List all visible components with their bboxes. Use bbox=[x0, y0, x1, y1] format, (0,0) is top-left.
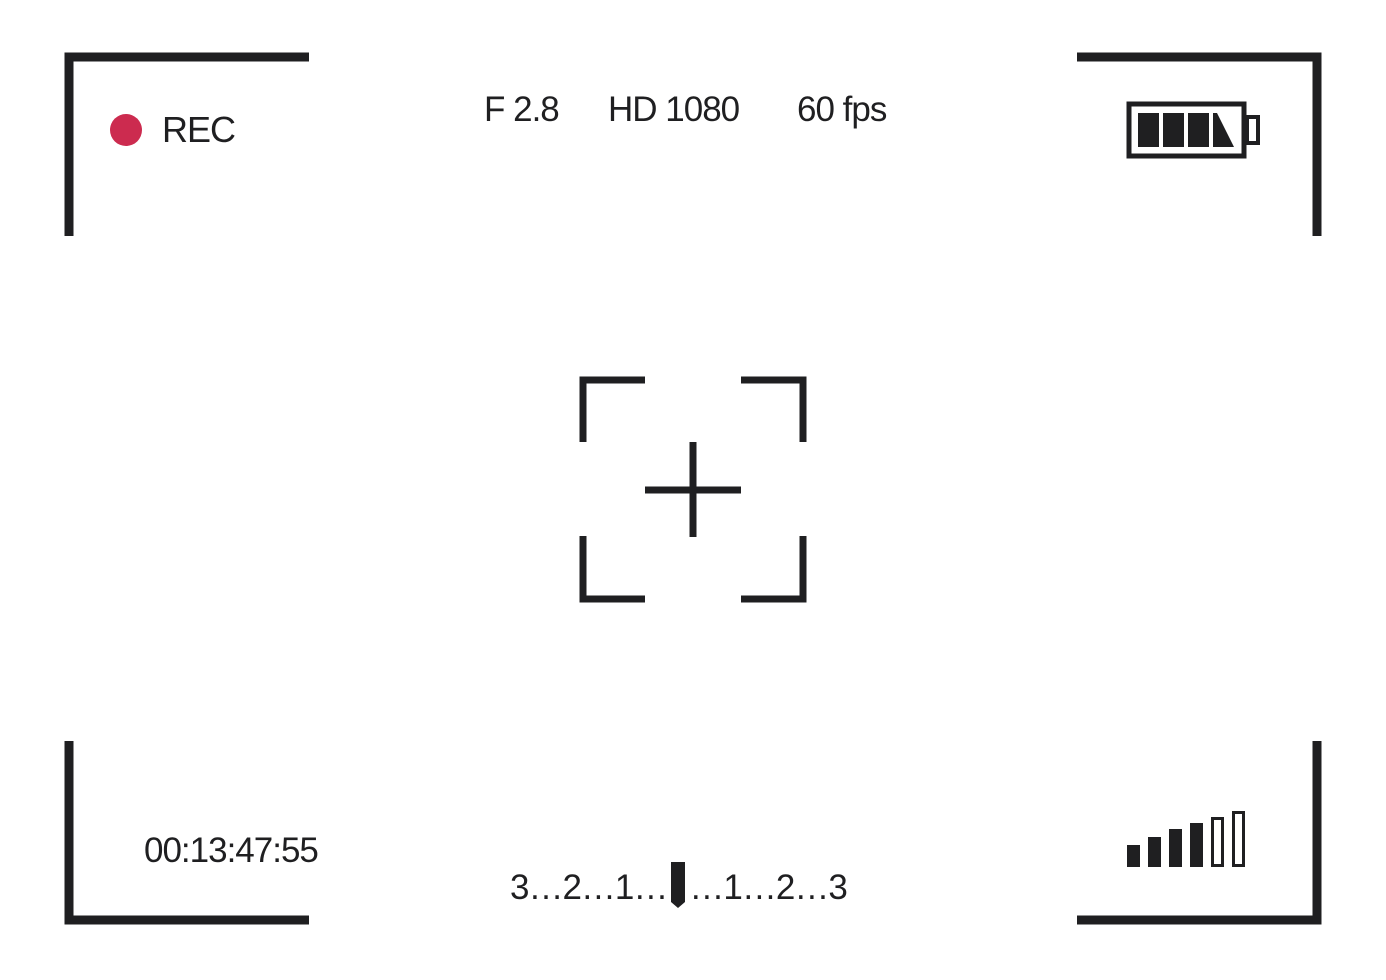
record-dot-icon bbox=[110, 114, 142, 146]
battery-segment bbox=[1188, 113, 1209, 147]
battery-segment bbox=[1138, 113, 1159, 147]
exposure-marker-icon bbox=[671, 862, 686, 908]
signal-bar bbox=[1190, 823, 1203, 867]
signal-bar bbox=[1169, 829, 1182, 867]
aperture-value: F 2.8 bbox=[484, 90, 560, 129]
resolution-value: HD 1080 bbox=[608, 90, 740, 129]
timecode: 00:13:47:55 bbox=[144, 831, 319, 870]
battery-icon bbox=[1126, 101, 1260, 159]
signal-strength-icon bbox=[1127, 811, 1245, 867]
frame-corner-top-right bbox=[1077, 52, 1322, 236]
signal-bar bbox=[1127, 845, 1140, 867]
frame-corner-bottom-right bbox=[1077, 741, 1322, 925]
frame-corner-top-left bbox=[64, 52, 309, 236]
exposure-scale: 3…2…1… …1…2…3 bbox=[510, 858, 848, 908]
frame-rate-value: 60 fps bbox=[797, 90, 887, 129]
signal-bar bbox=[1148, 837, 1161, 867]
battery-segment bbox=[1213, 113, 1234, 147]
frame-corner-bottom-left bbox=[64, 741, 309, 925]
exposure-scale-left: 3…2…1… bbox=[510, 868, 668, 907]
exposure-scale-right: …1…2…3 bbox=[689, 868, 847, 907]
signal-bar bbox=[1232, 811, 1245, 867]
rec-label: REC bbox=[162, 109, 236, 150]
focus-crosshair-icon bbox=[579, 376, 807, 603]
battery-segment bbox=[1163, 113, 1184, 147]
signal-bar bbox=[1211, 817, 1224, 867]
